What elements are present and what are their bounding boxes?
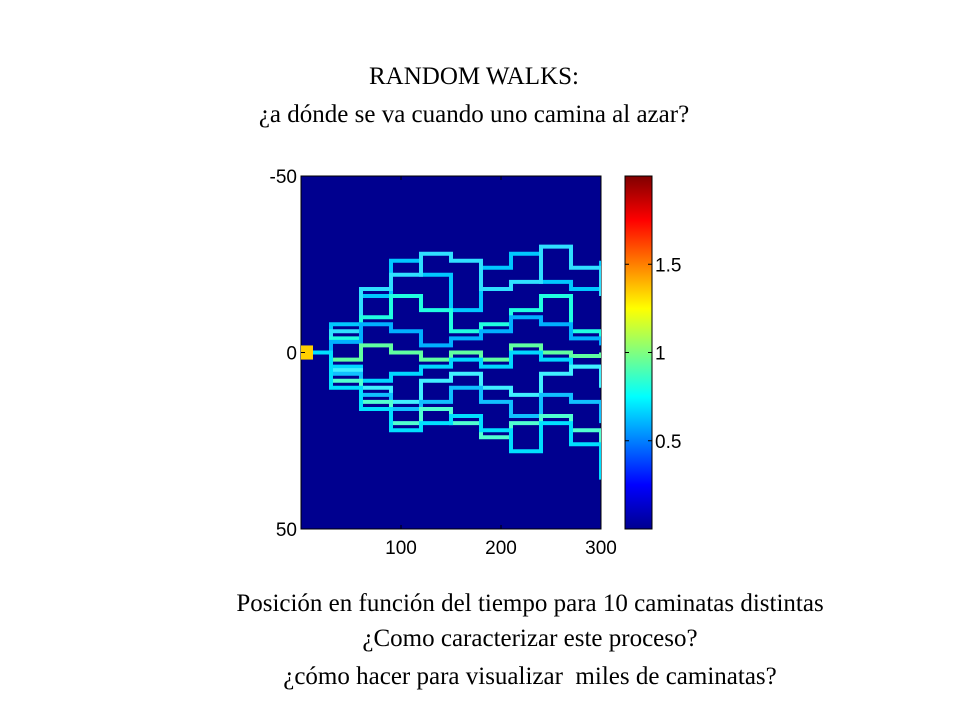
walk-path-10 [301, 350, 601, 480]
walk-path-5 [301, 343, 601, 362]
y-tick-label: 0 [286, 344, 297, 365]
colorbar-tick-label: 0.5 [655, 432, 681, 453]
caption-line-1: Posición en función del tiempo para 10 c… [236, 590, 824, 617]
axes-layer: 100 200 300 -50 0 50 [270, 167, 617, 559]
caption-line-2: ¿Como caracterizar este proceso? [362, 625, 698, 652]
colorbar-tick-label: 1 [655, 344, 666, 365]
y-tick-label: -50 [270, 167, 297, 188]
y-tick-label: 50 [276, 520, 297, 541]
colorbar-ticks: 0.5 1 1.5 [625, 255, 681, 453]
caption-line-3: ¿cómo hacer para visualizar miles de cam… [283, 663, 777, 690]
walks-layer [301, 244, 601, 480]
x-tick-label: 200 [485, 538, 517, 559]
colorbar-tick-label: 1.5 [655, 255, 681, 276]
walk-path-4 [301, 315, 601, 355]
x-tick-label: 100 [385, 538, 417, 559]
slide-title: RANDOM WALKS: [369, 63, 579, 90]
origin-overlap-mark [301, 345, 313, 360]
slide-subtitle: ¿a dónde se va cuando uno camina al azar… [258, 101, 690, 128]
colorbar [624, 175, 653, 530]
x-tick-label: 300 [585, 538, 617, 559]
